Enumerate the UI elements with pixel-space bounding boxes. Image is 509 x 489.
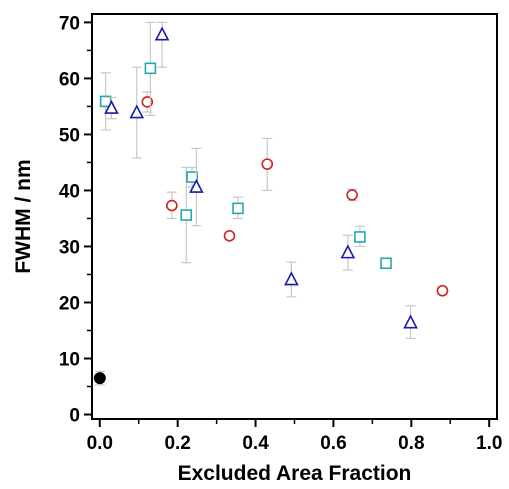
data-point-triangle [403, 314, 418, 329]
data-point-circle [261, 158, 274, 170]
y-tick-label: 50 [59, 125, 80, 146]
y-tick-label: 70 [59, 13, 80, 34]
data-point-circle [166, 199, 178, 212]
data-point-square [99, 95, 112, 108]
data-point-square [144, 62, 157, 75]
x-tick-label: 0.4 [242, 433, 269, 454]
data-point-circle [141, 96, 154, 108]
y-tick-label: 60 [59, 69, 80, 90]
data-point-triangle [154, 26, 170, 41]
x-tick-label: 0.2 [164, 433, 190, 454]
data-point-square [186, 171, 198, 183]
data-point-square [180, 209, 193, 221]
data-point-circle [223, 230, 236, 242]
data-point-filled-circle [93, 372, 106, 385]
data-point-circle [436, 284, 449, 297]
y-axis-title: FWHM / nm [12, 159, 35, 273]
data-point-square [232, 202, 244, 215]
y-axis: 0 10 20 30 40 50 60 70 [59, 13, 92, 427]
data-point-square [354, 231, 366, 243]
x-tick-label: 0.0 [87, 433, 113, 454]
data-point-triangle [284, 271, 299, 286]
x-tick-label: 1.0 [476, 433, 502, 454]
data-point-triangle [104, 99, 119, 114]
data-marks [93, 21, 449, 386]
x-axis-title: Excluded Area Fraction [178, 462, 412, 485]
x-axis: 0.0 0.2 0.4 0.6 0.8 1.0 [87, 419, 502, 454]
y-tick-label: 10 [59, 350, 80, 371]
x-tick-label: 0.8 [398, 433, 424, 454]
data-point-triangle [189, 178, 204, 193]
data-point-triangle [129, 104, 145, 119]
x-tick-label: 0.6 [320, 433, 346, 454]
plot-frame [91, 13, 498, 420]
data-point-circle [346, 189, 358, 201]
data-point-triangle [340, 244, 356, 259]
y-tick-label: 20 [59, 293, 80, 314]
y-tick-label: 0 [69, 406, 80, 427]
data-point-square [380, 257, 392, 270]
y-tick-label: 30 [59, 237, 80, 258]
y-tick-label: 40 [59, 181, 80, 202]
